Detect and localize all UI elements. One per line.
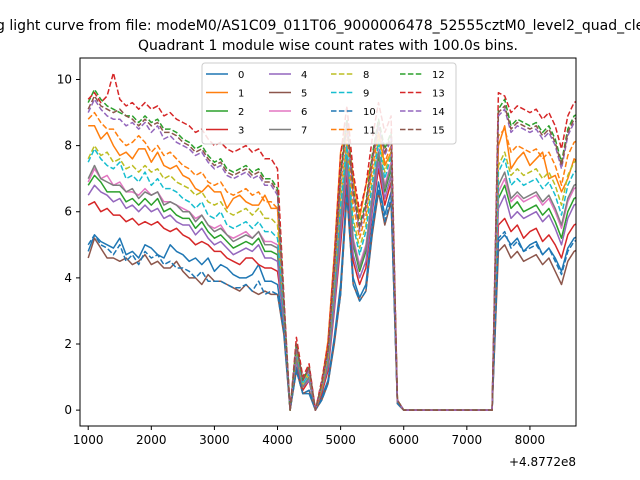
legend-label-14: 14: [432, 107, 445, 118]
legend-box: [201, 62, 457, 145]
legend-label-13: 13: [432, 89, 445, 100]
legend-label-12: 12: [432, 70, 445, 81]
x-tick-label: 7000: [452, 433, 483, 447]
series-line-4: [87, 161, 576, 411]
legend-label-5: 5: [301, 89, 307, 100]
series-line-7: [87, 151, 576, 411]
legend-label-1: 1: [238, 89, 244, 100]
legend-label-0: 0: [238, 70, 244, 81]
legend-label-11: 11: [363, 126, 376, 137]
chart-title: Quadrant 1 module wise count rates with …: [138, 38, 518, 54]
series-lines: [87, 72, 576, 411]
y-tick-label: 0: [64, 403, 72, 417]
series-line-15: [87, 95, 576, 411]
series-line-14: [87, 98, 576, 411]
series-line-9: [87, 141, 576, 411]
x-tick-label: 2000: [136, 433, 167, 447]
legend-label-15: 15: [432, 126, 445, 137]
y-tick-label: 10: [57, 72, 72, 86]
series-line-10: [87, 187, 576, 411]
y-tick-label: 8: [64, 139, 72, 153]
legend-label-8: 8: [363, 70, 369, 81]
legend-label-7: 7: [301, 126, 307, 137]
series-line-3: [87, 168, 576, 411]
legend-label-10: 10: [363, 107, 376, 118]
x-tick-label: 1000: [73, 433, 104, 447]
legend-label-3: 3: [238, 126, 244, 137]
legend-label-6: 6: [301, 107, 307, 118]
series-line-5: [87, 191, 576, 411]
figure-suptitle: Plotting light curve from file: modeM0/A…: [0, 18, 640, 34]
y-tick-label: 6: [64, 205, 72, 219]
series-line-11: [87, 111, 576, 411]
legend-label-9: 9: [363, 89, 369, 100]
y-tick-label: 2: [64, 337, 72, 351]
plot-frame: [79, 57, 577, 427]
series-line-6: [87, 148, 576, 411]
legend-label-4: 4: [301, 70, 307, 81]
series-line-2: [87, 154, 576, 411]
x-offset-label: +4.8772e8: [509, 455, 576, 469]
x-tick-label: 5000: [325, 433, 356, 447]
x-tick-label: 3000: [199, 433, 230, 447]
series-line-8: [87, 138, 576, 411]
y-tick-label: 4: [64, 271, 72, 285]
x-tick-label: 6000: [388, 433, 419, 447]
x-tick-label: 8000: [515, 433, 546, 447]
series-line-13: [87, 72, 576, 411]
legend-label-2: 2: [238, 107, 244, 118]
x-tick-label: 4000: [262, 433, 293, 447]
